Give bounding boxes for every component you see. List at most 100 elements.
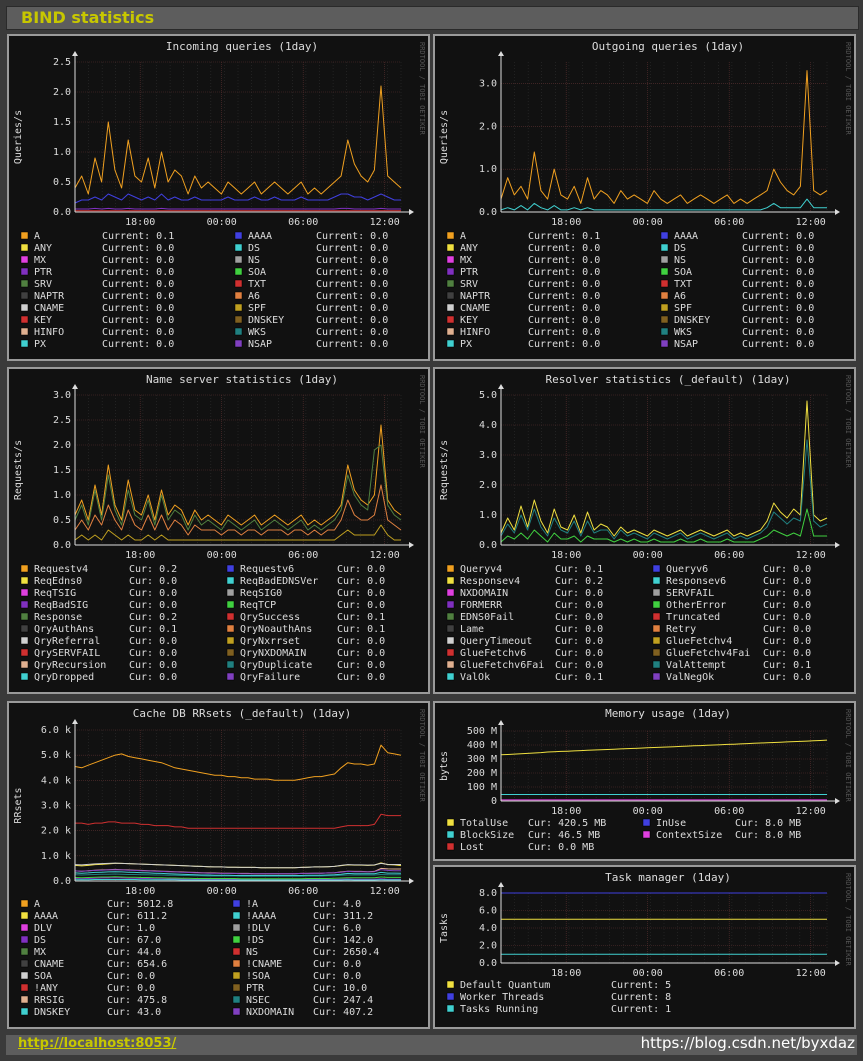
x-axis-arrow <box>835 542 840 548</box>
title-bar: BIND statistics <box>6 6 859 30</box>
x-axis-arrow <box>835 960 840 966</box>
legend-label-qryservfail: QrySERVFAIL <box>34 648 100 659</box>
legend-value-truncated: Cur: 0.0 <box>763 612 811 623</box>
legend-swatch-rrsig <box>20 995 29 1004</box>
legend-label-txt: TXT <box>674 279 692 290</box>
legend-label-soa: SOA <box>248 267 266 278</box>
legend-label-srv: SRV <box>460 279 478 290</box>
legend-value-dnskey: Current: 0.0 <box>742 315 814 326</box>
legend-label-gluefetchv6: GlueFetchv6 <box>460 648 526 659</box>
x-tick-label: 00:00 <box>633 806 663 817</box>
legend-swatch-valok <box>446 672 455 681</box>
chart-svg: Incoming queries (1day) RRDTOOL / TOBI OE… <box>13 40 426 350</box>
legend-label-px: PX <box>34 339 46 350</box>
y-tick-label: 200 M <box>467 768 497 779</box>
legend-value-gluefetchv4: Cur: 0.0 <box>763 636 811 647</box>
legend-value-reqtcp: Cur: 0.0 <box>337 600 385 611</box>
x-tick-label: 18:00 <box>551 217 581 228</box>
legend-value-mx: Cur: 44.0 <box>107 947 161 958</box>
legend-value-reqsig0: Cur: 0.0 <box>337 588 385 599</box>
legend-label-qrynoauthans: QryNoauthAns <box>240 624 312 635</box>
x-tick-label: 06:00 <box>288 217 318 228</box>
chart-title: Incoming queries (1day) <box>166 40 318 53</box>
legend-label-qryauthans: QryAuthAns <box>34 624 94 635</box>
legend-value-queryv6: Cur: 0.0 <box>763 564 811 575</box>
legend-value-mx: Current: 0.0 <box>102 255 174 266</box>
legend-label-key: KEY <box>460 315 478 326</box>
legend-swatch-key <box>20 315 29 324</box>
legend-label-truncated: Truncated <box>666 612 720 623</box>
legend-value-responsev4: Cur: 0.2 <box>555 576 603 587</box>
legend-label-gluefetchv6fai: GlueFetchv6Fai <box>460 660 544 671</box>
series-response-line <box>74 444 402 531</box>
legend-swatch-mx <box>446 255 455 264</box>
legend-label-txt: TXT <box>248 279 266 290</box>
legend-swatch-dnskey <box>660 315 669 324</box>
legend-value-px: Current: 0.0 <box>102 339 174 350</box>
legend-value-key: Current: 0.0 <box>528 315 600 326</box>
x-tick-label: 06:00 <box>714 806 744 817</box>
legend-swatch-txt <box>234 279 243 288</box>
y-axis-label: Queries/s <box>439 110 450 164</box>
legend-value-a: Cur: 5012.8 <box>107 899 173 910</box>
legend-value-ptr: Current: 0.0 <box>102 267 174 278</box>
series-ptr-line <box>75 207 401 210</box>
legend-value-qryservfail: Cur: 0.0 <box>129 648 177 659</box>
legend-label-qrysuccess: QrySuccess <box>240 612 300 623</box>
legend-label-rrsig: RRSIG <box>34 995 64 1006</box>
chart-svg: Task manager (1day) RRDTOOL / TOBI OETIKE… <box>439 871 852 1015</box>
legend-value-soa: Cur: 0.0 <box>313 971 361 982</box>
legend-value-qryrecursion: Cur: 0.0 <box>129 660 177 671</box>
legend-label-ds: DS <box>248 243 260 254</box>
legend-label-wks: WKS <box>248 327 266 338</box>
y-axis-arrow <box>498 720 504 725</box>
rrdtool-credit: RRDTOOL / TOBI OETIKER <box>418 375 426 469</box>
y-tick-label: 0.0 <box>53 876 71 887</box>
legend-swatch-nxdomain <box>232 1007 241 1016</box>
legend-swatch-qrydropped <box>20 672 29 681</box>
legend-swatch-edns0fail <box>446 612 455 621</box>
legend-swatch-ds <box>234 243 243 252</box>
legend-label-dnskey: DNSKEY <box>248 315 284 326</box>
legend-value-ds: Current: 0.0 <box>742 243 814 254</box>
legend-swatch-qryauthans <box>20 624 29 633</box>
legend-label-querytimeout: QueryTimeout <box>460 636 532 647</box>
legend-swatch-qryrecursion <box>20 660 29 669</box>
legend-swatch-any <box>20 243 29 252</box>
legend-value-nxdomain: Cur: 0.0 <box>555 588 603 599</box>
legend-label-ns: NS <box>674 255 686 266</box>
series-qrysuccess-line <box>74 484 402 536</box>
legend-value-rrsig: Cur: 475.8 <box>107 995 167 1006</box>
legend-swatch-px <box>20 339 29 348</box>
legend-label-ns: NS <box>246 947 258 958</box>
y-tick-label: 0.0 <box>479 958 497 969</box>
legend-label-cname: CNAME <box>460 303 490 314</box>
y-tick-label: 2.0 k <box>41 826 71 837</box>
legend-swatch-hinfo <box>20 327 29 336</box>
legend-label-wks: WKS <box>674 327 692 338</box>
legend-swatch-queryv4 <box>446 564 455 573</box>
x-tick-label: 12:00 <box>370 550 400 561</box>
legend-label-reqtcp: ReqTCP <box>240 600 276 611</box>
y-axis-label: RRsets <box>13 787 24 823</box>
y-tick-label: 0.0 <box>53 540 71 551</box>
legend-label-a6: A6 <box>248 291 260 302</box>
legend-label-cname: CNAME <box>34 959 64 970</box>
legend-label-requestv6: Requestv6 <box>240 564 294 575</box>
x-tick-label: 12:00 <box>796 217 826 228</box>
legend-label-blocksize: BlockSize <box>460 830 514 841</box>
legend-swatch-qrynxrrset <box>226 636 235 645</box>
legend-value-reqbadednsver: Cur: 0.0 <box>337 576 385 587</box>
legend-swatch-a <box>20 899 29 908</box>
footer-link[interactable]: http://localhost:8053/ <box>18 1036 177 1051</box>
legend-value-wks: Current: 0.0 <box>742 327 814 338</box>
series-a-line <box>74 85 402 195</box>
y-tick-label: 0.5 <box>53 515 71 526</box>
legend-label-tasks-running: Tasks Running <box>460 1004 538 1015</box>
legend-swatch-naptr <box>20 291 29 300</box>
y-axis-arrow <box>498 51 504 56</box>
legend-label-queryv6: Queryv6 <box>666 564 708 575</box>
series-a-line <box>74 744 402 781</box>
legend-value-any: Current: 0.0 <box>102 243 174 254</box>
legend-label-a: A <box>34 899 40 910</box>
